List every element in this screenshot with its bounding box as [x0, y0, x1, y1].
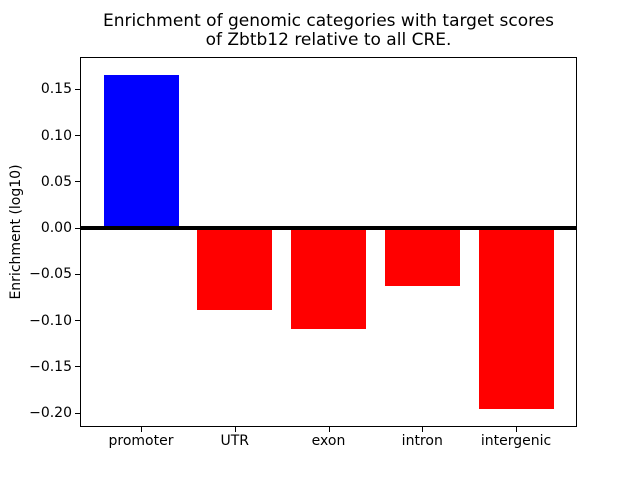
zero-line	[81, 226, 576, 231]
y-tick-mark	[75, 135, 80, 137]
x-tick-label-promoter: promoter	[108, 433, 174, 449]
y-tick-mark	[75, 181, 80, 183]
y-tick-label: 0.00	[40, 220, 72, 237]
y-tick-label: −0.10	[29, 312, 72, 329]
y-tick-mark	[75, 88, 80, 90]
bar-intergenic	[478, 228, 554, 410]
bar-promoter	[103, 74, 179, 229]
y-tick-mark	[75, 412, 80, 414]
x-tick-label-exon: exon	[311, 433, 346, 449]
chart-title: Enrichment of genomic categories with ta…	[80, 12, 577, 50]
y-tick-label: 0.05	[40, 173, 72, 190]
x-tick-label-intron: intron	[401, 433, 443, 449]
bar-intron	[384, 228, 460, 287]
y-tick-label: 0.10	[40, 127, 72, 144]
x-tick-label-intergenic: intergenic	[480, 433, 552, 449]
y-tick-mark	[75, 320, 80, 322]
y-tick-mark	[75, 273, 80, 275]
y-tick-label: −0.20	[29, 405, 72, 422]
y-tick-label: 0.15	[40, 81, 72, 98]
x-tick-mark	[141, 427, 142, 432]
chart-title-line1: Enrichment of genomic categories with ta…	[102, 11, 555, 31]
y-tick-mark	[75, 366, 80, 368]
y-tick-label: −0.15	[29, 358, 72, 375]
bar-exon	[291, 228, 366, 329]
x-tick-mark	[328, 427, 330, 432]
chart-title-line2: of Zbtb12 relative to all CRE.	[205, 30, 452, 50]
y-tick-mark	[75, 227, 80, 229]
x-tick-label-UTR: UTR	[220, 433, 250, 449]
x-tick-mark	[422, 427, 424, 432]
x-tick-mark	[516, 427, 517, 432]
y-tick-label: −0.05	[29, 266, 72, 283]
bar-UTR	[197, 228, 273, 311]
x-tick-mark	[234, 427, 236, 432]
plot-area	[80, 57, 577, 427]
